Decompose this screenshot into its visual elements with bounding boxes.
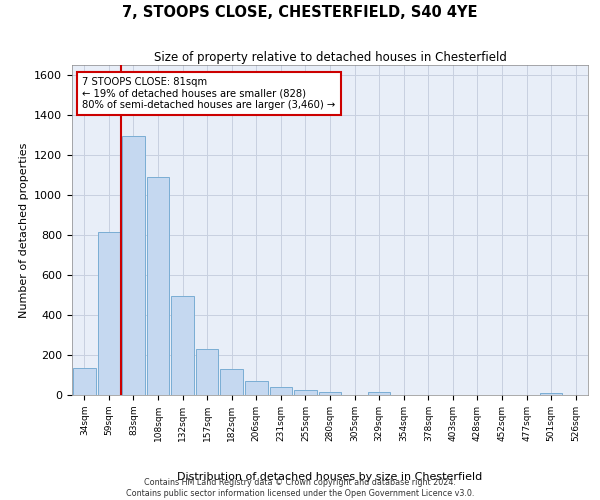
Text: 7, STOOPS CLOSE, CHESTERFIELD, S40 4YE: 7, STOOPS CLOSE, CHESTERFIELD, S40 4YE xyxy=(122,5,478,20)
Bar xyxy=(319,392,341,395)
Y-axis label: Number of detached properties: Number of detached properties xyxy=(19,142,29,318)
Bar xyxy=(73,368,95,395)
Bar xyxy=(98,232,120,395)
Bar xyxy=(294,390,317,395)
Text: Distribution of detached houses by size in Chesterfield: Distribution of detached houses by size … xyxy=(178,472,482,482)
Bar xyxy=(196,348,218,395)
Bar xyxy=(245,382,268,395)
Bar xyxy=(540,392,562,395)
Text: 7 STOOPS CLOSE: 81sqm
← 19% of detached houses are smaller (828)
80% of semi-det: 7 STOOPS CLOSE: 81sqm ← 19% of detached … xyxy=(82,76,335,110)
Bar xyxy=(269,387,292,395)
Text: Contains HM Land Registry data © Crown copyright and database right 2024.
Contai: Contains HM Land Registry data © Crown c… xyxy=(126,478,474,498)
Bar xyxy=(171,296,194,395)
Bar xyxy=(122,136,145,395)
Bar xyxy=(220,369,243,395)
Title: Size of property relative to detached houses in Chesterfield: Size of property relative to detached ho… xyxy=(154,51,506,64)
Bar xyxy=(368,392,391,395)
Bar xyxy=(146,177,169,395)
